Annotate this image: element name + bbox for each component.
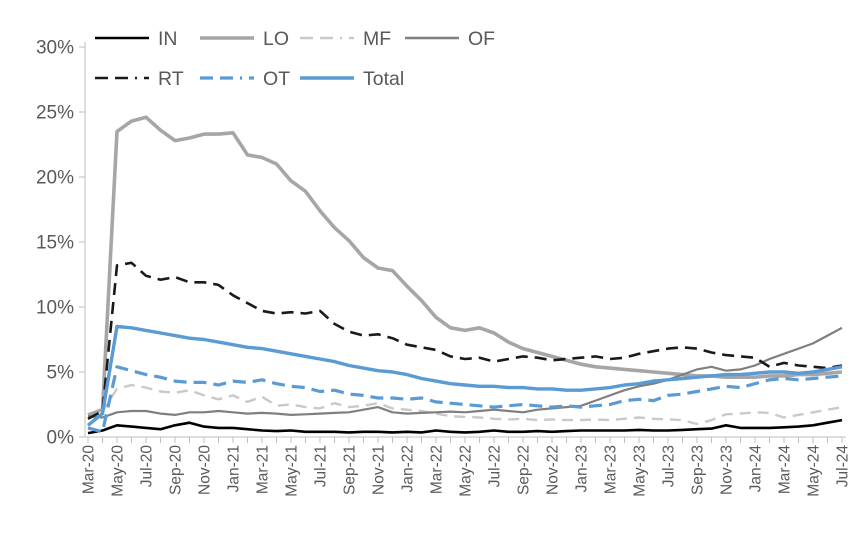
x-tick-label: Jul-22: [487, 445, 504, 487]
y-tick-label: 5%: [47, 363, 75, 384]
y-tick-label: 30%: [36, 38, 74, 59]
x-tick-label: Jan-23: [574, 445, 591, 492]
series-MF-line: [87, 383, 843, 427]
y-tick-label: 15%: [36, 233, 74, 254]
x-tick-label: Sep-20: [168, 445, 185, 495]
x-tick-label: Nov-22: [545, 445, 562, 495]
x-tick-label: Jan-21: [226, 445, 243, 492]
legend-item-IN: IN: [95, 28, 178, 50]
x-tick-label: Mar-21: [255, 445, 272, 494]
x-tick-label: Nov-21: [371, 445, 388, 495]
legend-label-OT: OT: [263, 68, 290, 90]
legend-item-MF: MF: [300, 28, 391, 50]
series-OF-line: [87, 326, 843, 419]
x-tick-label: Jan-24: [748, 445, 765, 493]
x-tick-label: Jan-22: [400, 445, 417, 492]
legend-label-Total: Total: [363, 68, 404, 90]
y-tick-label: 10%: [36, 298, 74, 319]
y-tick-label: 20%: [36, 168, 74, 189]
x-tick-label: Mar-20: [81, 445, 98, 494]
legend-label-LO: LO: [263, 28, 289, 50]
x-tick-label: Sep-21: [342, 445, 359, 495]
x-tick-label: Jul-23: [661, 445, 678, 487]
x-tick-label: Nov-20: [197, 445, 214, 495]
x-tick-label: May-22: [458, 445, 475, 497]
x-tick-label: Mar-24: [777, 445, 794, 494]
legend-item-LO: LO: [200, 28, 289, 50]
y-tick-label: 0%: [47, 428, 75, 449]
series-IN-line: [87, 418, 843, 435]
legend-item-RT: RT: [95, 68, 184, 90]
x-tick-label: May-23: [632, 445, 649, 497]
legend-item-OT: OT: [200, 68, 290, 90]
legend-label-IN: IN: [158, 28, 178, 50]
y-tick-label: 25%: [36, 103, 74, 124]
x-tick-label: May-21: [284, 445, 301, 497]
x-tick-label: Mar-23: [603, 445, 620, 494]
x-tick-label: Nov-23: [719, 445, 736, 495]
legend-label-OF: OF: [468, 28, 495, 50]
x-tick-label: May-24: [806, 445, 823, 497]
x-tick-label: Jul-20: [139, 445, 156, 488]
x-tick-label: Jul-21: [313, 445, 330, 487]
x-tick-label: Sep-22: [516, 445, 533, 495]
series-OT-line: [87, 365, 843, 434]
legend-label-MF: MF: [363, 28, 391, 50]
x-tick-label: May-20: [110, 445, 127, 497]
legend-item-Total: Total: [300, 68, 404, 90]
x-tick-label: Sep-23: [690, 445, 707, 495]
x-tick-label: Mar-22: [429, 445, 446, 494]
legend-label-RT: RT: [158, 68, 184, 90]
series-Total-line: [86, 324, 843, 427]
x-tick-label: Jul-24: [835, 445, 852, 488]
legend-item-OF: OF: [405, 28, 495, 50]
series-RT-line: [87, 261, 843, 420]
